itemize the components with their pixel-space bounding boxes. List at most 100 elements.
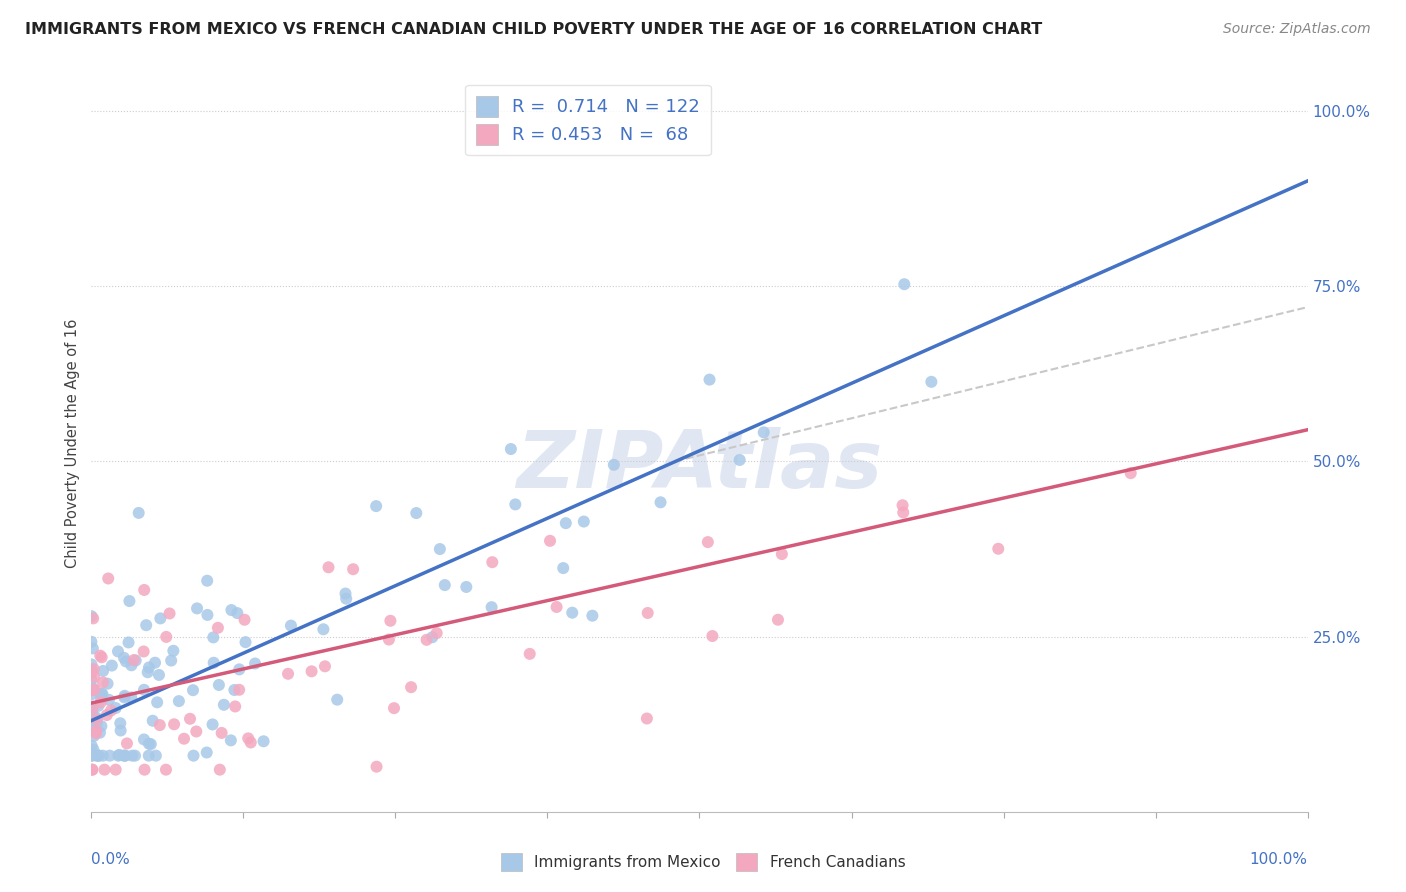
Point [433,578,456,592]
Point [82,682,104,697]
Point [96,676,118,690]
Point [699,373,721,387]
Point [415,632,437,647]
Point [572,515,595,529]
Point [80,706,103,721]
Point [159,607,181,621]
Point [80,657,103,672]
Point [201,717,224,731]
Point [82,706,104,721]
Point [202,656,225,670]
Point [456,580,478,594]
Point [650,495,672,509]
Point [173,731,195,746]
Point [143,656,166,670]
Point [98,693,121,707]
Point [318,560,340,574]
Point [89,648,111,663]
Point [146,695,169,709]
Point [221,603,243,617]
Point [84,710,107,724]
Point [149,611,172,625]
Point [82,687,104,701]
Point [112,690,135,705]
Point [335,591,357,606]
Point [80,634,103,648]
Point [228,662,250,676]
Point [561,606,583,620]
Point [114,748,136,763]
Point [893,277,915,292]
Point [86,713,108,727]
Point [124,748,146,763]
Point [228,682,250,697]
Point [83,662,105,676]
Point [519,647,541,661]
Point [82,763,104,777]
Point [728,453,751,467]
Point [195,574,218,588]
Point [603,458,626,472]
Point [80,699,103,714]
Point [112,748,135,763]
Point [83,682,105,697]
Point [115,736,138,750]
Point [87,698,110,713]
Point [696,535,718,549]
Point [224,699,246,714]
Point [183,748,205,763]
Point [120,690,142,705]
Point [181,683,204,698]
Point [83,670,105,684]
Point [136,665,159,680]
Point [82,714,104,728]
Text: 0.0%: 0.0% [91,852,131,867]
Point [378,632,401,647]
Point [636,711,658,725]
Point [186,601,208,615]
Point [101,658,124,673]
Point [155,630,177,644]
Point [84,748,107,763]
Point [122,653,145,667]
Point [505,497,527,511]
Point [179,712,201,726]
Point [752,425,775,440]
Point [82,702,104,716]
Point [891,506,914,520]
Point [115,655,138,669]
Point [96,708,118,723]
Point [82,763,104,777]
Point [382,701,405,715]
Point [186,724,208,739]
Point [207,621,229,635]
Point [162,644,184,658]
Text: 100.0%: 100.0% [1250,852,1308,867]
Point [399,680,422,694]
Point [238,731,260,746]
Point [312,622,335,636]
Point [100,704,122,718]
Point [142,714,165,728]
Point [235,635,257,649]
Point [243,657,266,671]
Text: IMMIGRANTS FROM MEXICO VS FRENCH CANADIAN CHILD POVERTY UNDER THE AGE OF 16 CORR: IMMIGRANTS FROM MEXICO VS FRENCH CANADIA… [25,22,1043,37]
Point [138,660,160,674]
Text: Source: ZipAtlas.com: Source: ZipAtlas.com [1223,22,1371,37]
Point [80,748,103,763]
Point [87,748,110,763]
Point [104,701,127,715]
Point [211,726,233,740]
Point [987,541,1010,556]
Point [280,618,302,632]
Point [252,734,274,748]
Point [90,695,112,709]
Point [118,594,141,608]
Point [163,717,186,731]
Point [80,609,103,624]
Point [80,712,103,726]
Point [84,723,107,738]
Point [637,606,659,620]
Point [426,626,449,640]
Y-axis label: Child Poverty Under the Age of 16: Child Poverty Under the Age of 16 [65,319,80,568]
